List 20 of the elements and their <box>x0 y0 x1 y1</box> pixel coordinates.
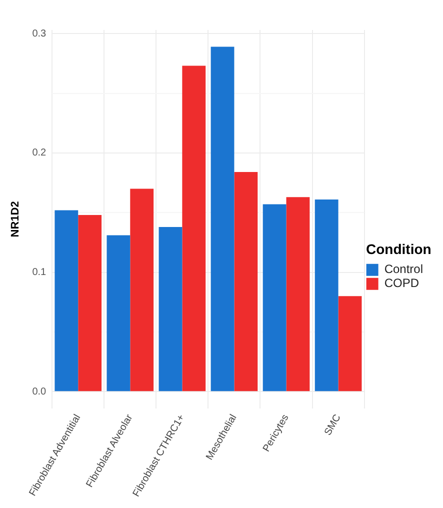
bar <box>262 204 286 392</box>
y-tick-label: 0.3 <box>32 28 47 40</box>
y-axis-title: NR1D2 <box>10 201 22 238</box>
bar <box>106 235 130 392</box>
legend-label: COPD <box>384 276 420 290</box>
bar <box>158 226 182 392</box>
bar <box>338 296 362 392</box>
bar <box>130 188 154 392</box>
bar <box>286 197 310 392</box>
bar <box>78 215 102 392</box>
bar <box>210 46 234 392</box>
bar <box>54 210 78 392</box>
legend-label: Control <box>384 262 424 276</box>
bar <box>182 66 206 392</box>
legend-title: Condition <box>366 240 432 257</box>
bar <box>234 172 258 392</box>
y-tick-label: 0.0 <box>32 386 47 398</box>
y-tick-label: 0.1 <box>32 267 47 278</box>
bar <box>314 200 338 392</box>
y-tick-label: 0.2 <box>32 148 47 159</box>
